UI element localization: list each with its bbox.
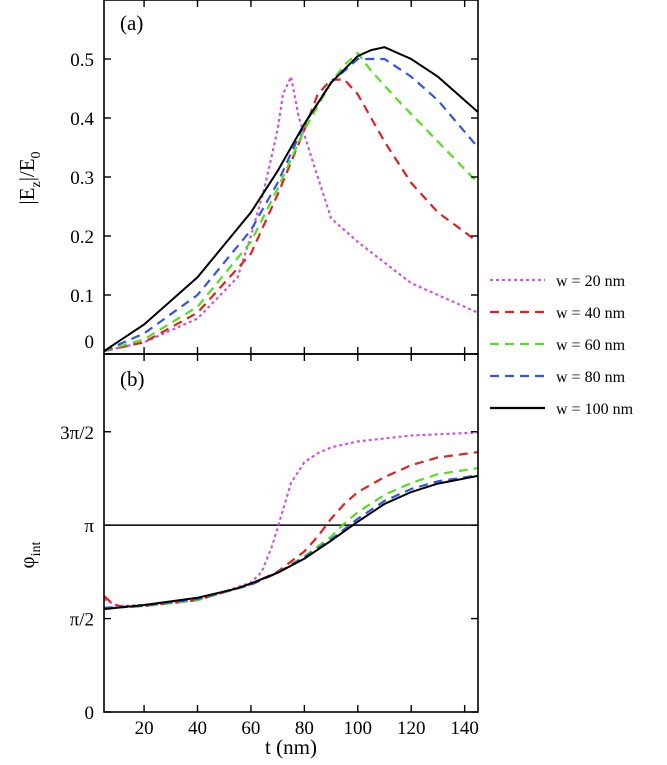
x-tick-label: 140	[450, 718, 479, 739]
panel-a-series-line-5	[104, 46, 478, 352]
panel-b-y-tick-label: π/2	[70, 610, 94, 631]
panel-a-y-tick-label: 0.5	[70, 50, 94, 71]
panel-b-series-line-2	[104, 451, 478, 609]
x-tick-label: 60	[241, 718, 260, 739]
panel-b-series-line-3	[104, 467, 478, 609]
panel-a-y-axis-title: |Ez|/E0	[15, 151, 44, 204]
legend-entry: w = 100 nm	[490, 401, 634, 418]
x-tick-label: 80	[295, 718, 314, 739]
panel-b: 0 π/2 π 3π/2 20 40 60 80 100 120 140 (b) φint t (n…	[15, 353, 479, 759]
panel-a-series-line-4	[104, 57, 478, 353]
panel-b-series-line-1	[104, 431, 478, 608]
panel-b-y-tick-label: 0	[85, 703, 95, 724]
x-tick-label: 20	[135, 718, 154, 739]
panel-b-series-line-4	[104, 474, 478, 609]
panel-b-label: (b)	[120, 367, 145, 391]
panel-a-series-line-1	[104, 73, 478, 353]
panel-a-y-ticks: 0 0.1 0.2 0.3 0.4 0.5	[70, 0, 478, 355]
x-tick-label: 40	[188, 718, 207, 739]
legend-entry: w = 20 nm	[490, 273, 626, 290]
legend-label: w = 20 nm	[556, 273, 626, 290]
panel-b-y-tick-label: 3π/2	[60, 423, 94, 444]
panel-a-y-tick-label: 0	[85, 332, 95, 353]
panel-b-series	[104, 431, 478, 611]
panel-a-y-tick-label: 0.3	[70, 168, 94, 189]
panel-b-ticks: 0 π/2 π 3π/2 20 40 60 80 100 120 140	[60, 354, 479, 739]
panel-b-y-axis-title: φint	[15, 541, 44, 568]
panel-b-frame	[103, 353, 479, 713]
legend-label: w = 60 nm	[556, 337, 626, 354]
panel-b-series-line-5	[104, 474, 478, 611]
x-tick-label: 100	[344, 718, 373, 739]
x-axis-title: t (nm)	[265, 735, 317, 759]
panel-a-series-line-3	[104, 51, 478, 353]
legend-label: w = 100 nm	[556, 401, 634, 418]
panel-a-y-tick-label: 0.2	[70, 227, 94, 248]
panel-b-y-tick-label: π	[84, 516, 94, 537]
panel-a-y-tick-label: 0.1	[70, 286, 94, 307]
panel-a-y-tick-label: 0.4	[70, 109, 94, 130]
panel-a-frame	[103, 0, 479, 355]
panel-a-series	[104, 46, 478, 353]
x-tick-label: 120	[397, 718, 426, 739]
panel-a: 0 0.1 0.2 0.3 0.4 0.5 (a) |Ez|/E0	[15, 0, 479, 355]
legend-label: w = 40 nm	[556, 305, 626, 322]
panel-a-label: (a)	[120, 11, 143, 35]
legend-label: w = 80 nm	[556, 369, 626, 386]
panel-a-series-line-2	[104, 78, 478, 353]
legend: w = 20 nm w = 40 nm w = 60 nm w = 80 nm w = …	[490, 273, 634, 418]
legend-entry: w = 80 nm	[490, 369, 626, 386]
legend-entry: w = 60 nm	[490, 337, 626, 354]
legend-entry: w = 40 nm	[490, 305, 626, 322]
